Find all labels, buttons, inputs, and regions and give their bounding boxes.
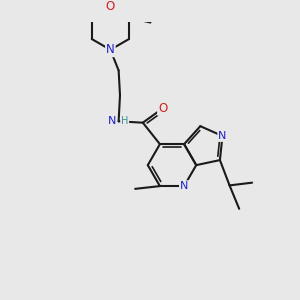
Text: N: N xyxy=(106,43,115,56)
Text: O: O xyxy=(158,102,167,115)
Text: H: H xyxy=(121,116,128,126)
Text: N: N xyxy=(218,131,226,141)
Text: O: O xyxy=(106,0,115,13)
Text: N: N xyxy=(108,116,116,126)
Text: N: N xyxy=(180,181,188,191)
